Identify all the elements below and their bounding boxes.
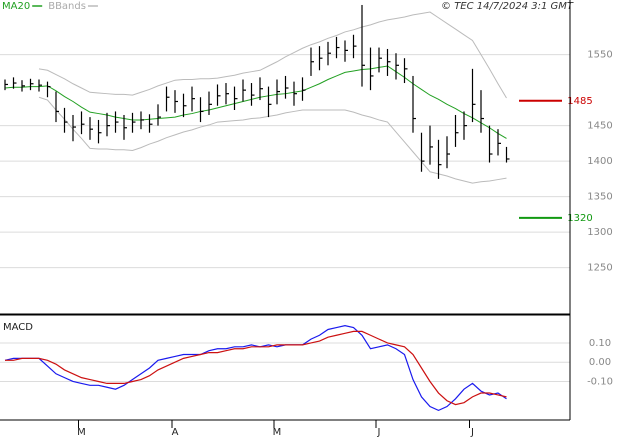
macd-line bbox=[5, 330, 507, 406]
x-tick-label: M bbox=[77, 427, 86, 438]
level-label: 1485 bbox=[567, 96, 592, 107]
y-tick-label: 1250 bbox=[587, 263, 612, 274]
copyright: © TEC 14/7/2024 3:1 GMT bbox=[441, 1, 574, 12]
level-label: 1320 bbox=[567, 213, 592, 224]
legend-label: BBands bbox=[48, 1, 86, 12]
band-lower bbox=[38, 96, 507, 184]
y-tick-label: 1400 bbox=[587, 156, 612, 167]
y-tick-label: 1450 bbox=[587, 121, 612, 132]
x-tick-label: J bbox=[377, 427, 381, 438]
y-tick-label: 1550 bbox=[587, 50, 612, 61]
x-tick-label: A bbox=[172, 427, 179, 438]
band-upper bbox=[38, 11, 507, 99]
y-tick-label: 1300 bbox=[587, 227, 612, 238]
y-tick-label: 0.10 bbox=[589, 338, 611, 349]
ma-line bbox=[4, 65, 507, 139]
y-tick-label: 0.00 bbox=[589, 357, 611, 368]
x-tick-label: J bbox=[470, 427, 474, 438]
y-tick-label: -0.10 bbox=[587, 376, 613, 387]
macd-title: MACD bbox=[3, 322, 33, 333]
x-tick-label: M bbox=[273, 427, 282, 438]
y-tick-label: 1350 bbox=[587, 192, 612, 203]
macd-line bbox=[4, 325, 507, 412]
legend-label: MA20 bbox=[2, 1, 30, 12]
